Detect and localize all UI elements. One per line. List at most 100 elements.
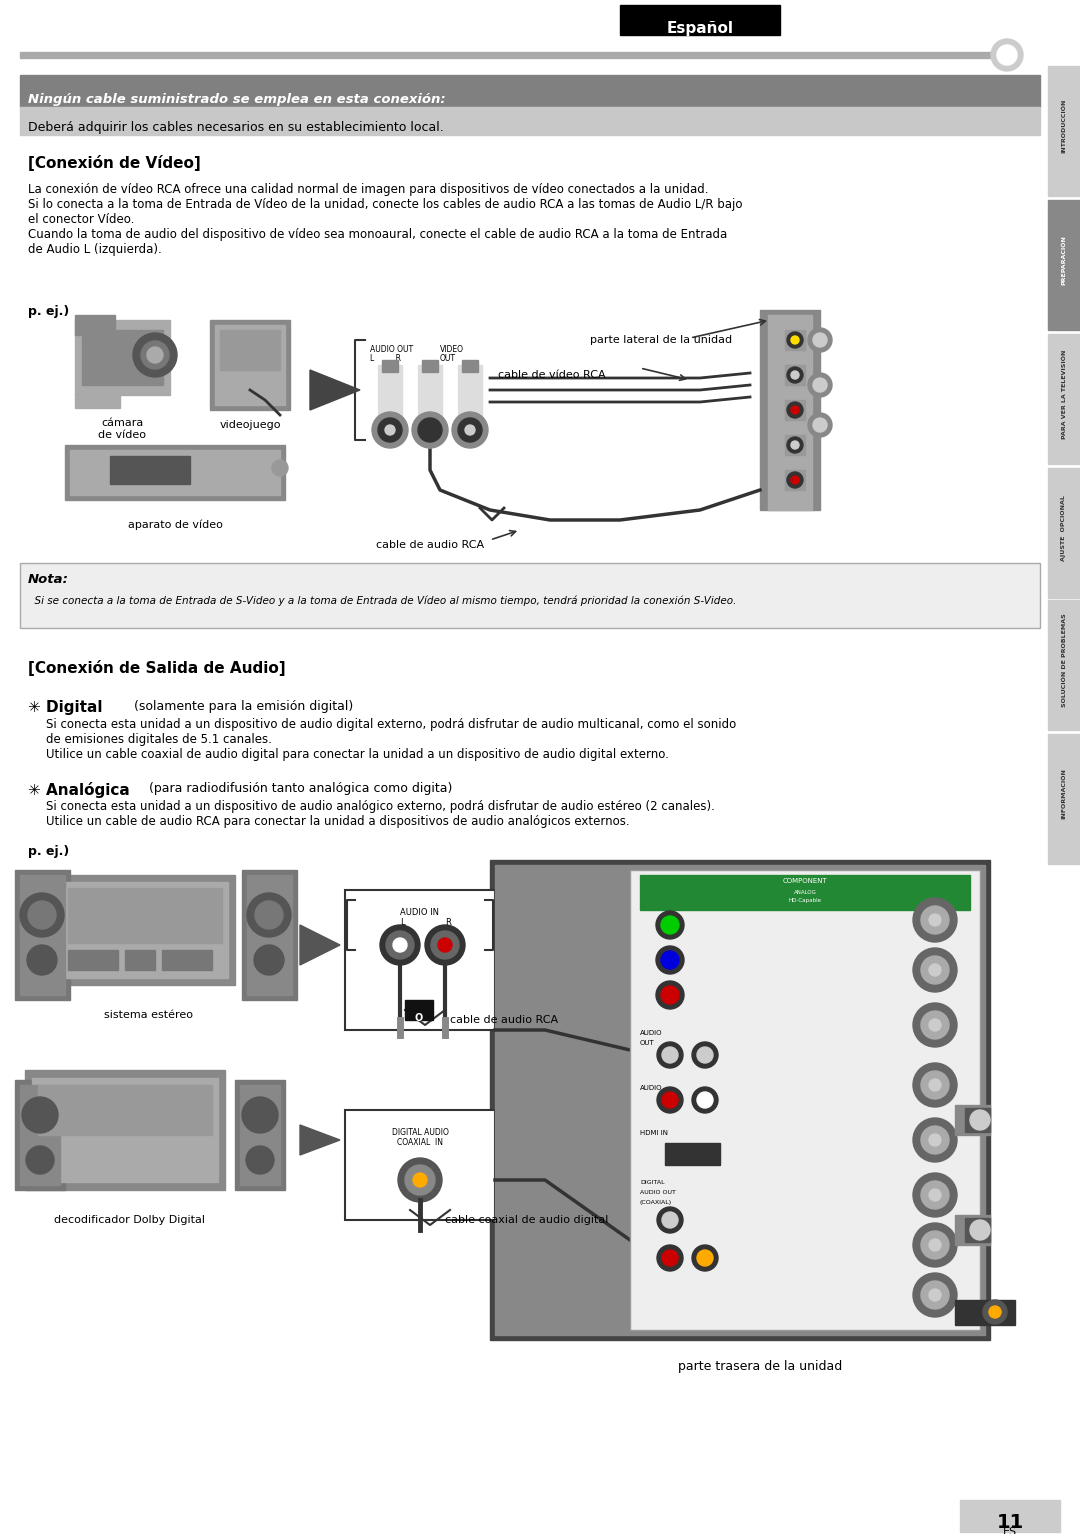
Circle shape	[426, 925, 465, 965]
Bar	[70, 449, 280, 495]
Text: Si conecta esta unidad a un dispositivo de audio analógico externo, podrá disfru: Si conecta esta unidad a un dispositivo …	[46, 801, 715, 828]
Circle shape	[247, 893, 291, 937]
Circle shape	[791, 440, 799, 449]
Circle shape	[791, 476, 799, 485]
Text: INTRODUCCIÓN: INTRODUCCIÓN	[1062, 98, 1067, 153]
Bar	[418, 365, 442, 420]
Bar	[785, 469, 805, 489]
Bar	[162, 950, 212, 969]
Text: R: R	[445, 917, 450, 927]
Circle shape	[813, 333, 827, 347]
Text: parte lateral de la unidad: parte lateral de la unidad	[590, 334, 732, 345]
Polygon shape	[310, 370, 360, 410]
Circle shape	[399, 1158, 442, 1203]
Circle shape	[913, 1273, 957, 1318]
Circle shape	[28, 900, 56, 930]
Bar	[75, 393, 120, 408]
Text: cámara
de vídeo: cámara de vídeo	[98, 417, 146, 440]
Circle shape	[697, 1092, 713, 1108]
Text: La conexión de vídeo RCA ofrece una calidad normal de imagen para dispositivos d: La conexión de vídeo RCA ofrece una cali…	[28, 183, 743, 256]
Bar	[955, 1299, 1015, 1325]
Circle shape	[913, 1174, 957, 1216]
Bar	[955, 1104, 990, 1135]
Circle shape	[697, 1048, 713, 1063]
Text: cable de audio RCA: cable de audio RCA	[450, 1016, 558, 1025]
Circle shape	[21, 893, 64, 937]
Text: O: O	[415, 1012, 423, 1023]
Circle shape	[272, 460, 288, 476]
Bar	[955, 1215, 990, 1246]
Circle shape	[913, 948, 957, 992]
Bar	[966, 1218, 990, 1243]
Circle shape	[380, 925, 420, 965]
Circle shape	[692, 1246, 718, 1272]
Bar	[1048, 199, 1080, 330]
Bar	[490, 861, 990, 1341]
Text: (para radiodifusión tanto analógica como digita): (para radiodifusión tanto analógica como…	[145, 782, 453, 795]
Circle shape	[661, 951, 679, 969]
Circle shape	[255, 900, 283, 930]
Text: cable coaxial de audio digital: cable coaxial de audio digital	[445, 1215, 608, 1226]
Bar	[215, 325, 285, 405]
Bar	[345, 1111, 495, 1220]
Bar	[785, 400, 805, 420]
Bar	[966, 1108, 990, 1132]
Circle shape	[657, 1246, 683, 1272]
Text: Si conecta esta unidad a un dispositivo de audio digital externo, podrá disfruta: Si conecta esta unidad a un dispositivo …	[46, 718, 737, 761]
Circle shape	[662, 1250, 678, 1266]
Circle shape	[808, 328, 832, 351]
Polygon shape	[300, 1124, 340, 1155]
Circle shape	[26, 1146, 54, 1174]
Circle shape	[787, 402, 804, 417]
Text: AUDIO OUT: AUDIO OUT	[370, 345, 414, 354]
Text: AUDIO: AUDIO	[640, 1085, 662, 1091]
Circle shape	[921, 1011, 949, 1039]
Circle shape	[692, 1088, 718, 1114]
Circle shape	[378, 417, 402, 442]
Bar	[15, 1080, 65, 1190]
Circle shape	[141, 341, 168, 370]
Text: p. ej.): p. ej.)	[28, 845, 69, 858]
Bar	[1048, 468, 1080, 598]
Text: OUT: OUT	[440, 354, 456, 364]
Circle shape	[458, 417, 482, 442]
Circle shape	[405, 1164, 435, 1195]
Text: (solamente para la emisión digital): (solamente para la emisión digital)	[130, 700, 353, 713]
Text: Nota:: Nota:	[28, 574, 69, 586]
Text: p. ej.): p. ej.)	[28, 305, 69, 318]
Circle shape	[657, 1042, 683, 1068]
Bar	[345, 890, 495, 1029]
Bar	[960, 1500, 1059, 1532]
Circle shape	[697, 1250, 713, 1266]
Bar	[62, 882, 228, 979]
Circle shape	[913, 1003, 957, 1048]
Bar	[235, 1080, 285, 1190]
Circle shape	[913, 1063, 957, 1108]
Bar	[640, 874, 970, 910]
Circle shape	[438, 937, 453, 953]
Bar	[247, 874, 292, 996]
Circle shape	[921, 1230, 949, 1259]
Text: PARA VER LA TELEVISIÓN: PARA VER LA TELEVISIÓN	[1062, 350, 1067, 439]
Circle shape	[989, 1305, 1001, 1318]
Circle shape	[921, 1181, 949, 1209]
Bar	[665, 1143, 720, 1164]
Bar	[495, 865, 985, 1335]
Circle shape	[787, 437, 804, 453]
Text: L: L	[400, 917, 405, 927]
Text: VIDEO: VIDEO	[440, 345, 464, 354]
Circle shape	[662, 1212, 678, 1229]
Text: AJUSTE  OPCIONAL: AJUSTE OPCIONAL	[1062, 495, 1067, 561]
Circle shape	[386, 931, 414, 959]
Circle shape	[411, 413, 448, 448]
Text: ES: ES	[1003, 1526, 1017, 1534]
Polygon shape	[300, 925, 340, 965]
Circle shape	[921, 1126, 949, 1154]
Circle shape	[791, 336, 799, 344]
Text: L         R: L R	[370, 354, 401, 364]
Bar	[620, 5, 780, 35]
Text: decodificador Dolby Digital: decodificador Dolby Digital	[54, 1215, 205, 1226]
Circle shape	[27, 945, 57, 976]
Circle shape	[372, 413, 408, 448]
Circle shape	[929, 963, 941, 976]
